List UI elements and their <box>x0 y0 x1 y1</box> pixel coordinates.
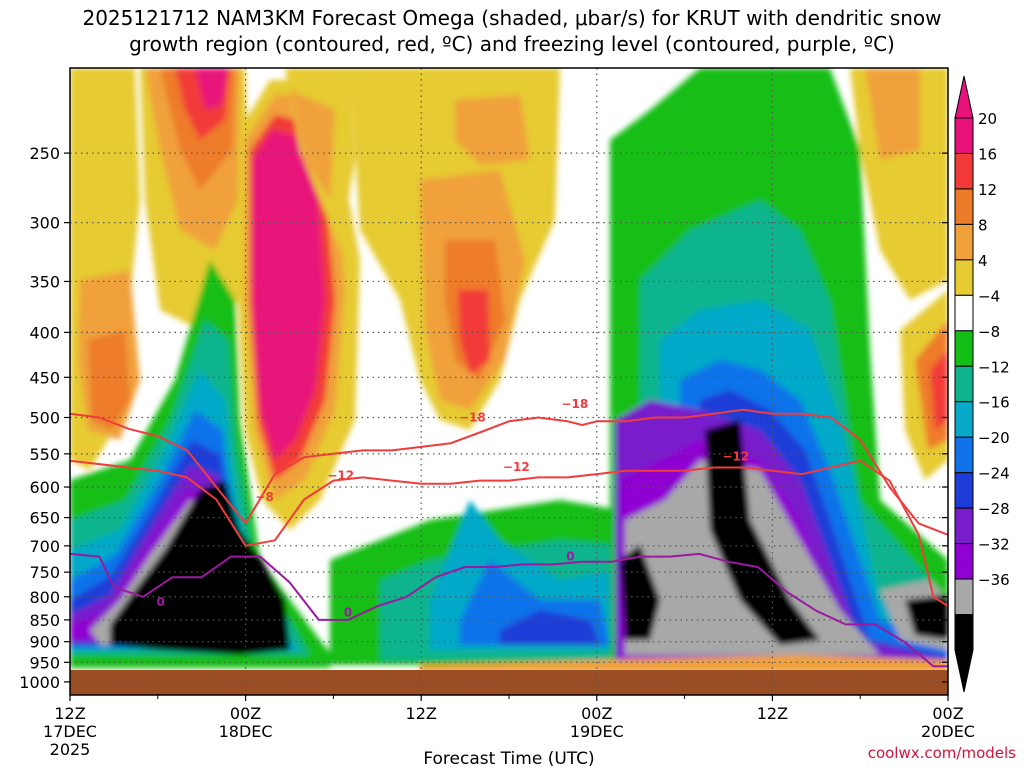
colorbar-bottom-arrow <box>954 649 974 693</box>
y-tick-label: 600 <box>29 478 60 497</box>
colorbar-segment <box>954 152 974 190</box>
contour-label: −18 <box>459 410 486 424</box>
colorbar-top-arrow <box>954 75 974 119</box>
x-tick-label: 00Z <box>230 704 261 723</box>
colorbar-segment <box>954 294 974 332</box>
y-tick-label: 550 <box>29 445 60 464</box>
colorbar-label: 20 <box>978 110 997 128</box>
y-tick-label: 800 <box>29 588 60 607</box>
contour-label: −12 <box>722 450 749 464</box>
colorbar-label: −8 <box>978 323 1000 341</box>
contour-label: 0 <box>566 549 574 563</box>
y-tick-label: 950 <box>29 653 60 672</box>
y-tick-label: 300 <box>29 214 60 233</box>
x-tick-label: 17DEC <box>43 722 97 741</box>
contour-label: 0 <box>344 605 352 619</box>
colorbar-label: −12 <box>978 358 1010 376</box>
contour-label: −18 <box>561 397 588 411</box>
x-tick-label: 20DEC <box>921 722 975 741</box>
credit-text: coolwx.com/models <box>868 744 1016 762</box>
colorbar-label: −16 <box>978 394 1010 412</box>
colorbar-label: −32 <box>978 536 1010 554</box>
colorbar-label: −20 <box>978 429 1010 447</box>
y-tick-label: 900 <box>29 633 60 652</box>
colorbar-segment <box>954 543 974 580</box>
y-tick-label: 1000 <box>19 673 60 692</box>
x-tick-label: 12Z <box>757 704 788 723</box>
gridlines <box>70 68 948 695</box>
contour-label: −12 <box>503 460 530 474</box>
colorbar-segment <box>954 330 974 367</box>
contour-label: −12 <box>327 468 354 482</box>
contour-label: −8 <box>255 490 273 504</box>
x-tick-label: 18DEC <box>219 722 273 741</box>
colorbar-segment <box>954 401 974 438</box>
contour-line-0 <box>69 408 949 536</box>
colorbar: 20 16 12 8 4 −4 −8 −12 −16 −20 −24 −28 −32 −36 <box>954 75 1010 693</box>
y-tick-label: 250 <box>29 144 60 163</box>
colorbar-segment <box>954 188 974 225</box>
y-tick-label: 650 <box>29 509 60 528</box>
x-tick-label: 2025 <box>50 740 91 759</box>
contour-line-2 <box>69 552 948 668</box>
colorbar-label: −4 <box>978 287 1000 305</box>
contour-line-1 <box>69 459 949 608</box>
y-tick-label: 850 <box>29 611 60 630</box>
plot-frame <box>69 67 949 696</box>
contour-label: 0 <box>157 595 165 609</box>
y-tick-label: 500 <box>29 408 60 427</box>
colorbar-segment <box>954 472 974 509</box>
omega-field <box>70 68 948 695</box>
y-tick-label: 700 <box>29 537 60 556</box>
colorbar-segment <box>954 578 974 616</box>
y-axis-ticks: 250 300 350 400 450 500 550 600 650 700 750 800 850 9… <box>19 144 948 692</box>
colorbar-segment <box>954 259 974 296</box>
y-tick-label: 750 <box>29 563 60 582</box>
colorbar-segment <box>954 117 974 154</box>
colorbar-segment <box>954 507 974 545</box>
y-tick-label: 400 <box>29 323 60 342</box>
x-tick-label: 12Z <box>406 704 437 723</box>
x-axis-label: Forecast Time (UTC) <box>423 749 594 768</box>
y-tick-label: 350 <box>29 272 60 291</box>
x-tick-label: 12Z <box>54 704 85 723</box>
colorbar-label: 12 <box>978 181 997 199</box>
contour-lines: −18 −12 −18 −12 −12 −8 0 0 0 <box>69 397 949 668</box>
colorbar-segment <box>954 365 974 403</box>
chart-title-line-2: growth region (contoured, red, ºC) and f… <box>129 32 895 56</box>
colorbar-segment <box>954 614 974 651</box>
colorbar-label: 8 <box>978 216 988 234</box>
colorbar-label: −36 <box>978 571 1010 589</box>
x-tick-label: 19DEC <box>570 722 624 741</box>
colorbar-label: 16 <box>978 145 997 163</box>
chart-title-line-1: 2025121712 NAM3KM Forecast Omega (shaded… <box>82 6 941 30</box>
x-tick-label: 00Z <box>932 704 963 723</box>
colorbar-label: 4 <box>978 252 988 270</box>
colorbar-label: −24 <box>978 465 1010 483</box>
colorbar-label: −28 <box>978 500 1010 518</box>
colorbar-segment <box>954 436 974 474</box>
y-tick-label: 450 <box>29 368 60 387</box>
x-tick-label: 00Z <box>581 704 612 723</box>
colorbar-segment <box>954 223 974 261</box>
terrain-band <box>70 670 948 695</box>
